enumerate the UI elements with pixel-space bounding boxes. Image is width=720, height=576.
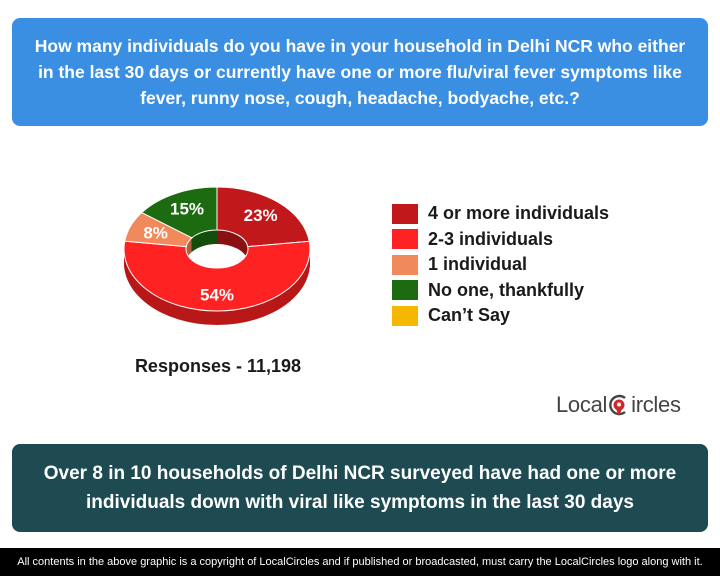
- donut-chart: 23% 54% 8%15%: [123, 186, 311, 325]
- legend-item: 4 or more individuals: [392, 201, 609, 227]
- chart-slice-labels: 23% 54% 8%15%: [143, 199, 277, 304]
- legend-label: 2-3 individuals: [428, 228, 554, 249]
- slice-label: 15%: [170, 199, 204, 218]
- legend-swatch: [392, 254, 418, 275]
- logo-circle-icon: [608, 392, 630, 418]
- logo-text-right: ircles: [631, 392, 681, 417]
- conclusion-banner: Over 8 in 10 households of Delhi NCR sur…: [12, 444, 708, 532]
- legend-item: No one, thankfully: [392, 278, 609, 304]
- slice-3: [140, 186, 218, 239]
- legend-label: 1 individual: [428, 254, 528, 275]
- chart-legend: 4 or more individuals 2-3 individuals 1 in…: [392, 201, 609, 329]
- responses-count: Responses - 11,198: [134, 356, 302, 376]
- legend-swatch: [392, 229, 418, 250]
- slice-label: 54%: [200, 286, 234, 305]
- legend-item: 1 individual: [392, 252, 609, 278]
- legend-swatch: [392, 305, 418, 326]
- legend-label: Can’t Say: [428, 305, 511, 326]
- copyright-footer: All contents in the above graphic is a c…: [0, 548, 720, 576]
- localcircles-logo: Local ircles: [556, 388, 681, 422]
- legend-swatch: [392, 203, 418, 224]
- footer-text: All contents in the above graphic is a c…: [17, 556, 703, 568]
- conclusion-text: Over 8 in 10 households of Delhi NCR sur…: [43, 462, 677, 513]
- logo-text-left: Local: [556, 392, 608, 417]
- slice-label: 8%: [143, 223, 168, 242]
- legend-item: 2-3 individuals: [392, 227, 609, 253]
- legend-label: No one, thankfully: [428, 279, 585, 300]
- slice-label: 23%: [244, 206, 278, 225]
- question-banner: How many individuals do you have in your…: [12, 18, 708, 126]
- slice-1: [123, 240, 311, 312]
- question-text: How many individuals do you have in your…: [34, 35, 686, 109]
- legend-item: Can’t Say: [392, 303, 609, 329]
- legend-swatch: [392, 280, 418, 301]
- slice-0: [216, 186, 310, 248]
- chart-slices: [123, 186, 311, 312]
- legend-label: 4 or more individuals: [428, 203, 610, 224]
